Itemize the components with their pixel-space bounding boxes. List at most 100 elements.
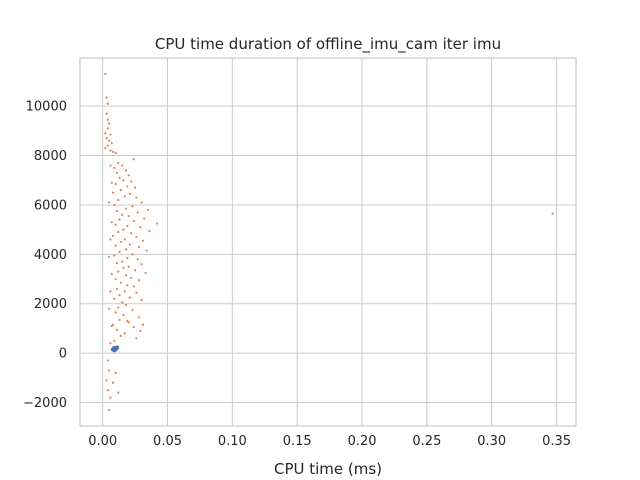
data-point <box>118 294 121 297</box>
data-point <box>121 213 124 216</box>
data-point <box>104 132 107 135</box>
data-point <box>113 166 116 170</box>
data-point <box>124 248 128 251</box>
data-point <box>109 149 112 152</box>
data-point <box>117 270 120 273</box>
data-point <box>115 287 119 291</box>
x-tick-labels: 0.00 0.05 0.10 0.15 0.20 0.25 0.30 0.35 <box>88 434 571 449</box>
data-point <box>127 265 130 268</box>
data-point <box>132 158 135 161</box>
data-point <box>108 369 111 372</box>
data-point <box>140 298 143 302</box>
data-point <box>119 334 122 337</box>
data-point <box>119 240 122 244</box>
y-tick-label: 10000 <box>26 100 67 115</box>
x-tick-label: 0.35 <box>542 434 571 449</box>
data-point <box>119 281 122 284</box>
data-point <box>146 208 150 211</box>
data-point <box>114 151 117 155</box>
data-point <box>135 291 138 294</box>
data-point <box>118 176 121 179</box>
data-point <box>128 192 132 195</box>
data-point <box>111 191 115 194</box>
data-point <box>114 277 117 281</box>
data-point <box>113 339 116 342</box>
data-point <box>126 319 129 323</box>
data-point <box>111 234 115 237</box>
data-point <box>110 142 113 145</box>
data-point <box>145 249 148 252</box>
y-tick-label: −2000 <box>23 396 67 411</box>
series-0 <box>104 72 554 412</box>
data-point <box>124 169 128 172</box>
data-point <box>134 186 137 189</box>
data-point <box>127 214 130 218</box>
data-point <box>106 359 109 362</box>
data-point <box>108 408 111 412</box>
data-point <box>132 326 135 329</box>
data-point <box>114 371 117 374</box>
data-point <box>135 337 138 340</box>
data-point <box>110 273 113 276</box>
series-1 <box>110 345 120 353</box>
data-point <box>123 195 126 198</box>
y-tick-label: 0 <box>59 347 67 362</box>
data-point <box>126 256 129 260</box>
data-point <box>117 161 120 165</box>
y-gridlines <box>80 105 576 404</box>
data-point <box>122 313 125 316</box>
data-point <box>108 122 111 125</box>
x-gridlines <box>102 58 558 426</box>
data-point <box>114 223 117 226</box>
data-point <box>111 381 115 384</box>
data-point <box>551 212 554 215</box>
data-point <box>131 253 134 256</box>
data-point <box>130 180 133 183</box>
x-tick-label: 0.10 <box>218 434 247 449</box>
data-point <box>106 144 109 147</box>
data-point <box>141 323 144 326</box>
data-point <box>121 301 124 304</box>
data-point <box>109 164 112 167</box>
y-tick-labels: −2000 0 2000 4000 6000 8000 10000 <box>23 100 67 411</box>
data-point <box>136 211 139 214</box>
data-point <box>113 203 116 207</box>
data-point <box>121 260 124 263</box>
data-point <box>126 284 129 287</box>
data-point <box>118 218 121 221</box>
data-point <box>137 316 141 319</box>
data-point <box>110 181 113 184</box>
data-point <box>121 164 124 167</box>
data-point <box>104 147 107 150</box>
data-point <box>127 174 130 177</box>
data-point <box>119 189 122 192</box>
data-point <box>108 139 111 142</box>
data-point <box>113 297 116 300</box>
x-tick-label: 0.20 <box>348 434 377 449</box>
data-point <box>124 207 128 210</box>
data-point <box>139 329 142 333</box>
series-layer <box>104 72 554 412</box>
data-point <box>137 279 141 282</box>
data-point <box>104 72 107 76</box>
data-point <box>115 210 119 213</box>
data-point <box>139 226 142 229</box>
y-tick-label: 6000 <box>34 198 67 213</box>
data-point <box>108 307 111 310</box>
data-point <box>130 232 133 235</box>
data-point <box>114 244 117 247</box>
data-point <box>136 258 139 261</box>
data-point <box>111 150 115 153</box>
data-point <box>105 137 108 140</box>
data-point <box>115 328 119 331</box>
data-point <box>134 269 137 272</box>
data-point <box>105 96 108 99</box>
data-point <box>140 263 143 266</box>
data-point <box>118 250 121 253</box>
data-point <box>109 342 112 345</box>
data-point <box>109 238 112 241</box>
data-point <box>105 112 108 115</box>
data-point <box>109 133 112 136</box>
